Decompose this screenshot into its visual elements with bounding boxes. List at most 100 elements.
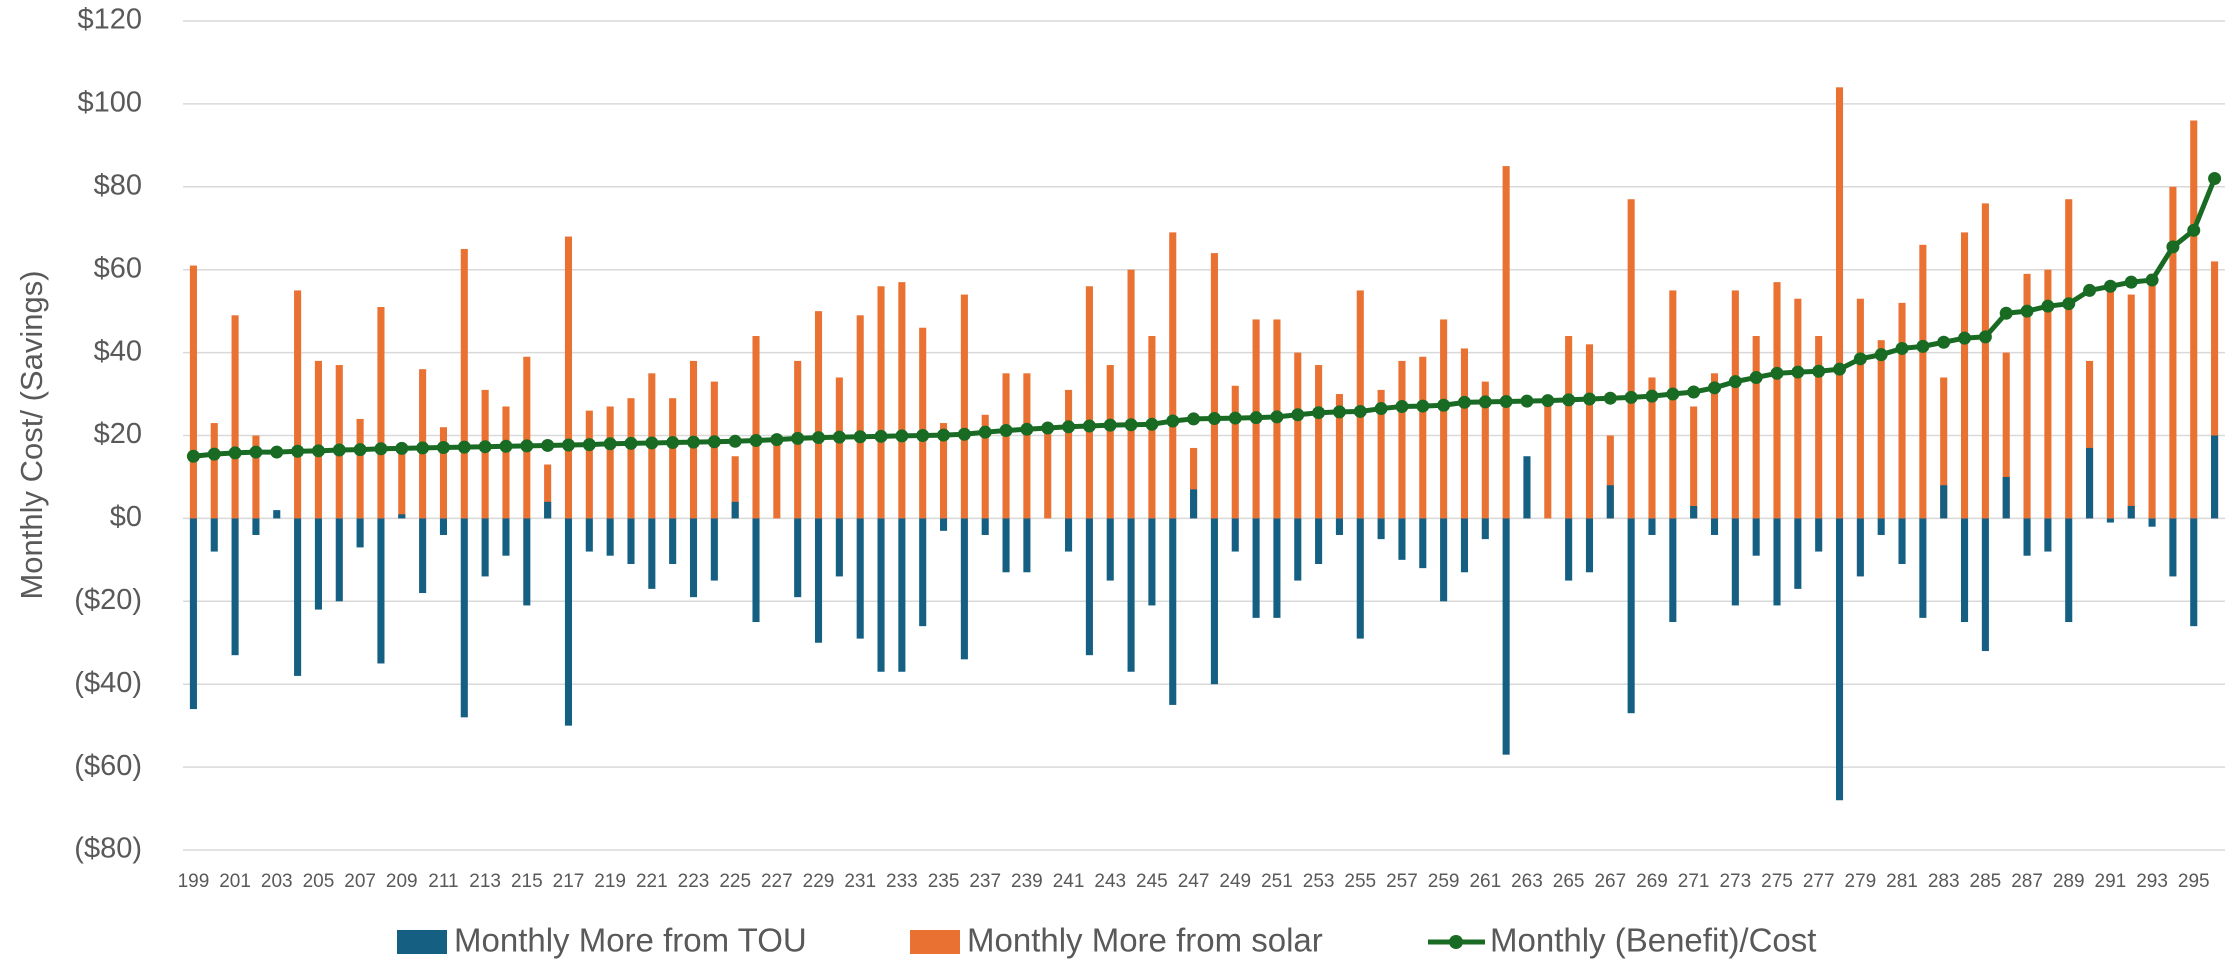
- bar: [773, 439, 781, 519]
- line-marker: [1103, 418, 1117, 432]
- x-tick-label: 203: [261, 871, 293, 892]
- line-marker: [1228, 411, 1242, 425]
- line-marker: [1332, 405, 1346, 419]
- bar: [377, 307, 385, 519]
- line-marker: [978, 425, 992, 439]
- bar: [2211, 435, 2219, 519]
- line-marker: [332, 443, 346, 457]
- line-marker: [1853, 352, 1867, 366]
- bar: [2106, 282, 2114, 519]
- bar: [2190, 518, 2198, 627]
- line-marker: [666, 436, 680, 450]
- line-marker: [582, 438, 596, 452]
- bar: [2169, 186, 2177, 519]
- bar: [2044, 518, 2052, 552]
- bar: [1690, 505, 1698, 519]
- bar: [1481, 518, 1489, 540]
- x-tick-label: 211: [428, 871, 458, 892]
- bar: [2023, 518, 2031, 556]
- bar: [2065, 199, 2073, 519]
- bar: [1440, 518, 1448, 602]
- line-marker: [1687, 385, 1701, 399]
- bar: [1460, 348, 1469, 519]
- bar: [606, 518, 614, 556]
- bar: [1523, 456, 1531, 519]
- line-marker: [561, 438, 575, 452]
- line-marker: [311, 444, 325, 458]
- line-marker: [1041, 421, 1055, 435]
- bar: [1440, 319, 1448, 519]
- line-marker: [624, 436, 638, 450]
- bar: [585, 518, 593, 552]
- bar: [1398, 518, 1406, 560]
- bar: [1835, 518, 1844, 801]
- bar: [1669, 290, 1677, 519]
- bar: [1960, 518, 1969, 623]
- bar: [919, 518, 927, 627]
- bar: [669, 518, 677, 564]
- bar: [2002, 476, 2010, 519]
- x-tick-label: 221: [636, 871, 668, 892]
- y-tick-label: $40: [94, 335, 142, 367]
- x-tick-label: 275: [1761, 871, 1793, 892]
- line-marker: [436, 441, 450, 455]
- line-marker: [937, 428, 951, 442]
- bar: [877, 286, 885, 519]
- bar: [1877, 340, 1885, 519]
- bar: [1169, 232, 1177, 519]
- bar: [377, 518, 385, 664]
- bar: [1981, 518, 1989, 652]
- line-marker: [1895, 341, 1909, 355]
- bar: [627, 398, 635, 519]
- x-tick-label: 209: [386, 871, 418, 892]
- bar: [835, 518, 843, 577]
- x-tick-label: 219: [594, 871, 626, 892]
- legend-label: Monthly More from solar: [967, 922, 1323, 959]
- bar: [294, 290, 302, 519]
- bar: [960, 294, 968, 519]
- x-tick-label: 231: [844, 871, 876, 892]
- bar: [1565, 336, 1573, 519]
- bar: [189, 518, 197, 710]
- legend-swatch: [397, 930, 447, 954]
- bar: [273, 510, 281, 519]
- line-marker: [1499, 395, 1513, 409]
- bar: [856, 518, 864, 639]
- line-marker: [687, 435, 700, 449]
- bar: [939, 518, 948, 531]
- line-marker: [1374, 402, 1388, 416]
- line-marker: [541, 438, 555, 452]
- bar: [252, 435, 260, 519]
- bar: [981, 414, 989, 519]
- line-marker: [1353, 404, 1367, 418]
- bar: [2086, 360, 2094, 519]
- bar: [1898, 302, 1906, 519]
- x-tick-label: 251: [1261, 871, 1293, 892]
- line-marker: [1187, 412, 1201, 426]
- line-marker: [707, 435, 721, 449]
- bar: [794, 518, 802, 598]
- bar: [335, 518, 343, 602]
- x-tick-label: 213: [469, 871, 501, 892]
- bar: [1231, 385, 1239, 519]
- x-tick-label: 255: [1344, 871, 1376, 892]
- bar: [1315, 518, 1323, 564]
- x-tick-label: 257: [1386, 871, 1418, 892]
- bar: [2106, 518, 2114, 523]
- x-tick-label: 271: [1678, 871, 1710, 892]
- bar: [1190, 447, 1198, 519]
- x-tick-label: 205: [303, 871, 335, 892]
- y-tick-label: ($20): [74, 584, 142, 616]
- bar: [1377, 389, 1385, 519]
- line-marker: [478, 440, 492, 454]
- line-marker: [1978, 330, 1992, 344]
- bar: [1335, 518, 1343, 535]
- y-axis-title: Monthly Cost/ (Savings): [14, 270, 49, 599]
- line-marker: [1478, 395, 1492, 409]
- line-marker: [1082, 419, 1096, 433]
- line-marker: [353, 443, 367, 457]
- bar: [189, 265, 197, 519]
- line-marker: [916, 429, 930, 442]
- bar: [460, 248, 468, 519]
- x-tick-label: 237: [969, 871, 1001, 892]
